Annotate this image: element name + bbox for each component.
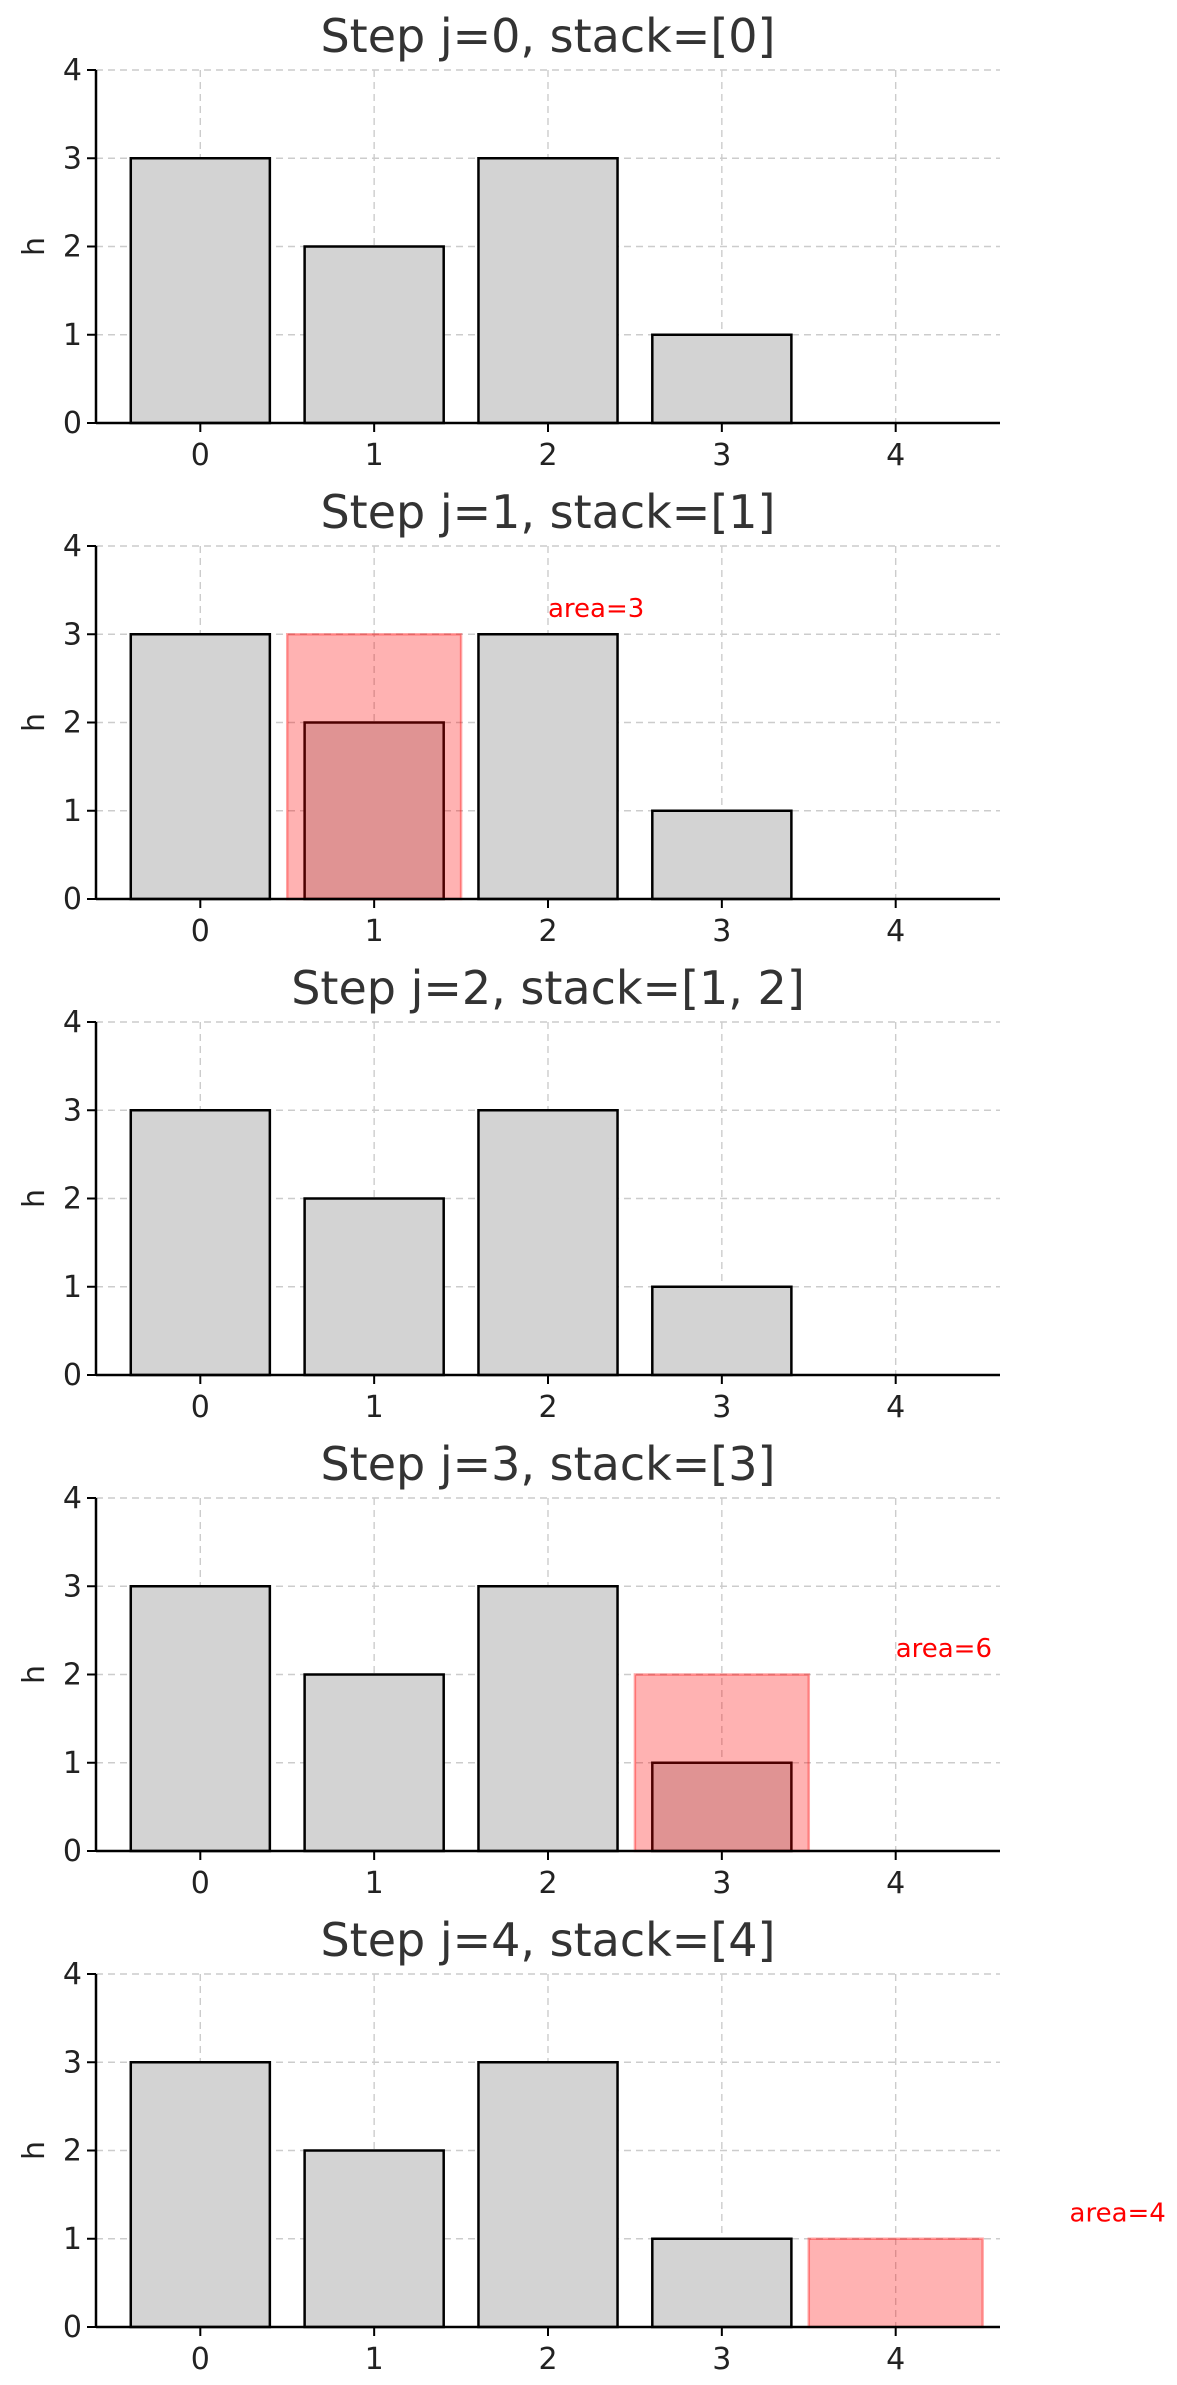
y-axis-label: h <box>17 1665 52 1684</box>
x-tick-label: 0 <box>191 1390 210 1425</box>
area-annotation: area=3 <box>548 594 644 624</box>
x-tick-label: 2 <box>538 2342 557 2377</box>
y-tick-label: 3 <box>63 2045 82 2080</box>
x-tick-label: 0 <box>191 914 210 949</box>
y-tick-label: 3 <box>63 141 82 176</box>
x-tick-label: 4 <box>886 438 905 473</box>
x-tick-label: 1 <box>365 1390 384 1425</box>
y-tick-label: 0 <box>63 1834 82 1869</box>
bar <box>303 721 445 901</box>
bar <box>129 1585 272 1853</box>
x-tick-label: 0 <box>191 438 210 473</box>
bar <box>477 1109 619 1377</box>
y-axis-label: h <box>17 713 52 732</box>
area-highlight <box>633 1673 811 1853</box>
x-tick-label: 2 <box>538 1866 557 1901</box>
chart-panel: Step j=3, stack=[3] h 0 1 2 3 4 0 1 2 3 4 area=6 <box>17 1437 1000 1901</box>
chart-title: Step j=1, stack=[1] <box>320 485 775 539</box>
x-tick-label: 2 <box>538 914 557 949</box>
x-tick-label: 1 <box>365 2342 384 2377</box>
y-tick-label: 0 <box>63 882 82 917</box>
y-axis-label: h <box>17 237 52 256</box>
bar <box>129 1109 272 1377</box>
bar <box>477 2061 619 2329</box>
y-tick-label: 4 <box>63 1957 82 1992</box>
bar <box>477 633 619 901</box>
bar <box>129 157 272 425</box>
y-tick-label: 2 <box>63 706 82 741</box>
area-highlight <box>807 2237 984 2329</box>
x-tick-label: 0 <box>191 2342 210 2377</box>
y-tick-label: 2 <box>63 1658 82 1693</box>
y-axis-label: h <box>17 2141 52 2160</box>
bar <box>477 1585 619 1853</box>
y-tick-label: 1 <box>63 794 82 829</box>
y-tick-label: 0 <box>63 406 82 441</box>
bar <box>129 633 272 901</box>
bar <box>303 2149 445 2329</box>
chart-panel: Step j=2, stack=[1, 2] h 0 1 2 3 4 0 1 2 3 4 <box>17 961 1000 1425</box>
y-tick-label: 2 <box>63 1182 82 1217</box>
bar <box>303 1673 445 1853</box>
bar <box>303 245 445 425</box>
chart-title: Step j=2, stack=[1, 2] <box>291 961 805 1015</box>
bar <box>651 333 793 425</box>
x-tick-label: 2 <box>538 1390 557 1425</box>
bar <box>129 2061 272 2329</box>
y-tick-label: 4 <box>63 1481 82 1516</box>
x-tick-label: 3 <box>712 2342 731 2377</box>
area-highlight <box>285 633 463 901</box>
bar <box>303 1197 445 1377</box>
y-tick-label: 2 <box>63 230 82 265</box>
chart-title: Step j=0, stack=[0] <box>320 9 775 63</box>
chart-panel: Step j=4, stack=[4] h 0 1 2 3 4 0 1 2 3 4 area=4 <box>17 1913 1166 2377</box>
y-tick-label: 3 <box>63 1093 82 1128</box>
x-tick-label: 3 <box>712 1866 731 1901</box>
y-tick-label: 3 <box>63 1569 82 1604</box>
bar <box>651 2237 793 2329</box>
bar <box>477 157 619 425</box>
y-tick-label: 2 <box>63 2134 82 2169</box>
y-tick-label: 1 <box>63 2222 82 2257</box>
bar <box>651 1761 793 1853</box>
x-tick-label: 4 <box>886 2342 905 2377</box>
x-tick-label: 3 <box>712 1390 731 1425</box>
y-tick-label: 1 <box>63 1270 82 1305</box>
x-tick-label: 2 <box>538 438 557 473</box>
area-annotation: area=6 <box>896 1634 992 1664</box>
area-annotation: area=4 <box>1070 2198 1166 2228</box>
x-tick-label: 3 <box>712 914 731 949</box>
y-tick-label: 4 <box>63 53 82 88</box>
bar <box>651 809 793 901</box>
y-axis-label: h <box>17 1189 52 1208</box>
y-tick-label: 0 <box>63 1358 82 1393</box>
bar <box>651 1285 793 1377</box>
x-tick-label: 4 <box>886 1866 905 1901</box>
x-tick-label: 1 <box>365 914 384 949</box>
x-tick-label: 4 <box>886 1390 905 1425</box>
y-tick-label: 1 <box>63 318 82 353</box>
y-tick-label: 4 <box>63 1005 82 1040</box>
x-tick-label: 0 <box>191 1866 210 1901</box>
y-tick-label: 4 <box>63 529 82 564</box>
chart-panel: Step j=1, stack=[1] h 0 1 2 3 4 0 1 2 3 4 area=3 <box>17 485 1000 949</box>
y-tick-label: 1 <box>63 1746 82 1781</box>
y-tick-label: 3 <box>63 617 82 652</box>
chart-panel: Step j=0, stack=[0] h 0 1 2 3 4 0 1 2 3 4 <box>17 9 1000 473</box>
x-tick-label: 1 <box>365 1866 384 1901</box>
y-tick-label: 0 <box>63 2310 82 2345</box>
x-tick-label: 4 <box>886 914 905 949</box>
chart-title: Step j=4, stack=[4] <box>320 1913 775 1967</box>
x-tick-label: 1 <box>365 438 384 473</box>
chart-title: Step j=3, stack=[3] <box>320 1437 775 1491</box>
x-tick-label: 3 <box>712 438 731 473</box>
